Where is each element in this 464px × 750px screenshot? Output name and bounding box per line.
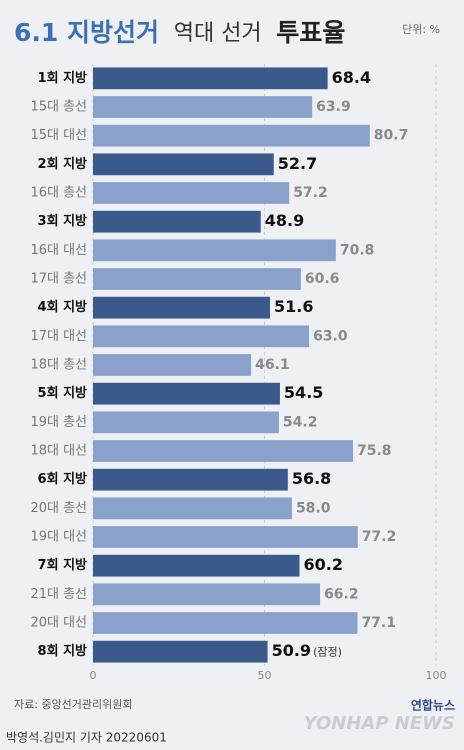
value-label: 51.6 [274,297,313,316]
y-tick-label: 16대 총선 [30,186,87,201]
y-tick-label: 21대 총선 [30,587,87,602]
bar [93,210,261,233]
bar [93,96,313,118]
y-tick-label: 18대 대선 [30,444,87,459]
y-tick-label: 6회 지방 [38,471,87,487]
unit: 단위: % [402,23,440,36]
y-tick-label: 20대 총선 [30,501,87,516]
y-tick-label: 18대 총선 [30,358,87,373]
y-tick-label: 17대 대선 [30,329,87,344]
value-label: 68.4 [332,68,371,87]
value-label: 75.8 [357,443,392,459]
value-label: 77.2 [362,529,397,545]
x-tick-label: 50 [258,669,272,682]
value-label: 52.7 [278,154,317,173]
value-label: 66.2 [324,586,359,602]
source: 자료: 중앙선거관리위원회 [14,698,133,711]
x-tick-label: 0 [90,669,97,682]
value-label: 60.6 [305,271,340,287]
y-tick-label: 7회 지방 [38,557,87,573]
y-tick-label: 19대 대선 [30,530,87,545]
logo: 연합뉴스 [411,698,455,713]
byline: 박영석.김민지 기자 20220601 [6,731,167,745]
bar [93,497,292,520]
y-tick-label: 3회 지방 [38,213,87,229]
bar [93,354,252,376]
bar [93,440,353,462]
bar [93,612,358,634]
value-label: 63.0 [313,328,348,344]
bar [93,124,370,147]
bar [93,239,336,262]
y-tick-label: 19대 총선 [30,415,87,430]
value-label: 80.7 [374,128,409,144]
annotation: (잠정) [313,646,342,659]
bar [93,67,328,90]
watermark: YONHAP NEWS [304,713,455,734]
y-tick-label: 15대 총선 [30,100,87,115]
value-label: 56.8 [292,469,331,488]
y-tick-label: 4회 지방 [38,299,87,315]
bar [93,382,280,405]
y-tick-label: 17대 총선 [30,272,87,287]
bar [93,182,290,204]
value-label: 70.8 [340,242,375,258]
x-tick-label: 100 [426,669,447,682]
value-label: 58.0 [296,500,331,516]
y-tick-label: 8회 지방 [38,643,87,659]
value-label: 50.9 [272,641,311,660]
bar [93,468,288,491]
bar [93,411,279,434]
value-label: 54.2 [283,414,318,430]
value-label: 54.5 [284,383,323,402]
value-label: 60.2 [303,555,342,574]
bar [93,640,268,663]
y-tick-label: 15대 대선 [30,128,87,143]
bar [93,153,274,176]
value-label: 57.2 [293,185,328,201]
bar [93,268,301,290]
value-label: 46.1 [255,357,290,373]
title-part: 투표율 [276,18,345,47]
bar [93,583,321,606]
chart-title: 6.1 지방선거 역대 선거 투표율 [14,18,345,47]
bar [93,526,358,548]
y-tick-label: 2회 지방 [38,156,87,172]
y-tick-label: 16대 대선 [30,243,87,258]
y-tick-label: 1회 지방 [38,70,87,86]
title-part: 역대 선거 [174,21,262,46]
bar [93,554,300,577]
value-label: 48.9 [265,211,304,230]
title-part: 6.1 지방선거 [14,18,159,47]
y-tick-label: 5회 지방 [38,385,87,401]
value-label: 77.1 [361,615,396,631]
value-label: 63.9 [316,99,351,115]
y-tick-label: 20대 대선 [30,616,87,631]
plot: 0 50 100 1회 지방 68.4 15대 총선 63.9 15대 대선 80.7 2회 지방… [30,64,447,682]
bar [93,296,270,319]
bar [93,325,310,348]
